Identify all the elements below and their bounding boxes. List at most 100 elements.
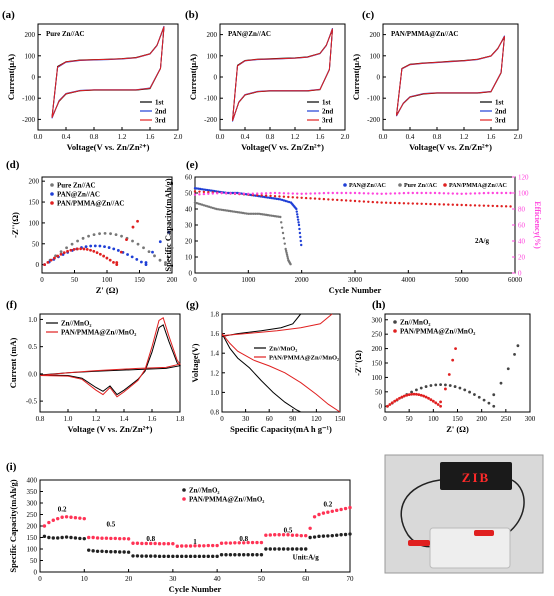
data-point (286, 255, 289, 258)
data-point (275, 197, 278, 201)
data-point (434, 383, 438, 387)
data-point (216, 192, 219, 195)
data-point (268, 196, 271, 199)
data-point (81, 236, 85, 240)
data-point (506, 367, 510, 371)
data-point (513, 352, 516, 356)
plot-h: 0 50 100 150 200 250 300 0 50 100 150 200 250 300 Z' (… (353, 313, 536, 434)
data-point (136, 242, 140, 246)
data-point (84, 245, 88, 249)
data-point (281, 547, 286, 551)
data-point (321, 511, 326, 515)
cv-curve-3rd (396, 36, 505, 116)
discharge-curve (221, 333, 301, 413)
x-tick-label: 100 (428, 415, 439, 423)
data-point (95, 536, 100, 540)
data-point (171, 542, 175, 546)
data-point (264, 213, 268, 217)
data-point (299, 235, 302, 239)
data-point (279, 215, 282, 219)
plot-d: 0 50 100 150 200 0 50 100 150 200 Z' (Ω) -Z''(Ω) Pur… (10, 176, 178, 295)
data-point (447, 192, 450, 195)
data-point (371, 192, 374, 195)
panel-subtitle: PAN@Zn//AC (228, 30, 271, 38)
data-point (255, 553, 259, 557)
data-point (438, 203, 441, 206)
data-point (89, 244, 93, 248)
x-tick-label: 1.6 (316, 133, 325, 141)
data-point (509, 205, 512, 208)
data-point (42, 534, 47, 539)
data-point (197, 554, 202, 559)
x-tick-label: 1.8 (176, 415, 185, 423)
data-point (116, 249, 120, 252)
data-point (126, 550, 131, 554)
data-point (130, 255, 134, 259)
data-point (299, 239, 302, 243)
data-point (91, 549, 95, 553)
data-point (340, 191, 343, 195)
data-point (175, 554, 179, 559)
y-right-tick-label: 20 (518, 254, 526, 262)
panel-subtitle: PAN/PMMA@Zn//AC (391, 30, 458, 38)
data-point (206, 554, 210, 559)
data-point (224, 553, 228, 557)
data-point (193, 187, 197, 190)
data-point (188, 544, 193, 548)
data-point (273, 533, 277, 537)
data-point (135, 257, 139, 261)
data-point (304, 192, 308, 195)
legend-entry: PAN/PMMA@Zn//MnO₂ (189, 496, 264, 504)
data-point (327, 191, 330, 195)
data-point (339, 533, 343, 537)
data-point (478, 204, 481, 207)
data-point (416, 191, 419, 195)
data-point (304, 196, 308, 200)
y-tick-label: 100 (29, 219, 40, 227)
y-tick-label: 250 (27, 511, 38, 519)
data-point (287, 192, 290, 195)
y-tick-label: -100 (367, 95, 380, 103)
data-point (126, 253, 129, 256)
data-point (78, 536, 82, 541)
data-point (151, 250, 154, 254)
data-point (246, 540, 250, 545)
wire-black-2 (504, 479, 525, 536)
data-point (371, 200, 374, 204)
data-point (193, 193, 197, 196)
data-point (420, 191, 423, 195)
data-point (238, 211, 241, 214)
data-point (380, 192, 383, 195)
data-point (125, 238, 128, 242)
data-point (162, 554, 166, 559)
data-point (136, 219, 139, 223)
data-point (448, 384, 452, 387)
data-point (358, 200, 361, 203)
x-tick-label: 1.0 (64, 415, 73, 423)
y-tick-label: 100 (370, 52, 381, 60)
data-point (237, 553, 241, 557)
x-tick-label: 4000 (401, 276, 416, 284)
data-point (256, 212, 259, 215)
data-point (439, 404, 442, 408)
cv-curve (39, 317, 181, 398)
data-point (233, 553, 237, 557)
plot-e: 0 1000 2000 3000 4000 5000 60000102030405060Cy… (163, 174, 542, 296)
data-point (422, 394, 426, 398)
data-point (504, 191, 508, 195)
rate-annotation: 0.2 (323, 500, 332, 508)
legend-entry: PAN@Zn//AC (349, 183, 386, 189)
x-tick-label: 0.8 (266, 133, 275, 141)
data-point (255, 540, 259, 545)
data-point (304, 547, 308, 551)
data-point (309, 192, 312, 195)
data-point (206, 543, 210, 548)
data-point (389, 192, 392, 195)
data-point (299, 533, 303, 538)
data-point (400, 395, 404, 399)
data-point (113, 536, 117, 541)
data-point (398, 192, 401, 195)
data-point (468, 390, 471, 394)
data-point (219, 553, 224, 557)
data-point (241, 211, 245, 215)
